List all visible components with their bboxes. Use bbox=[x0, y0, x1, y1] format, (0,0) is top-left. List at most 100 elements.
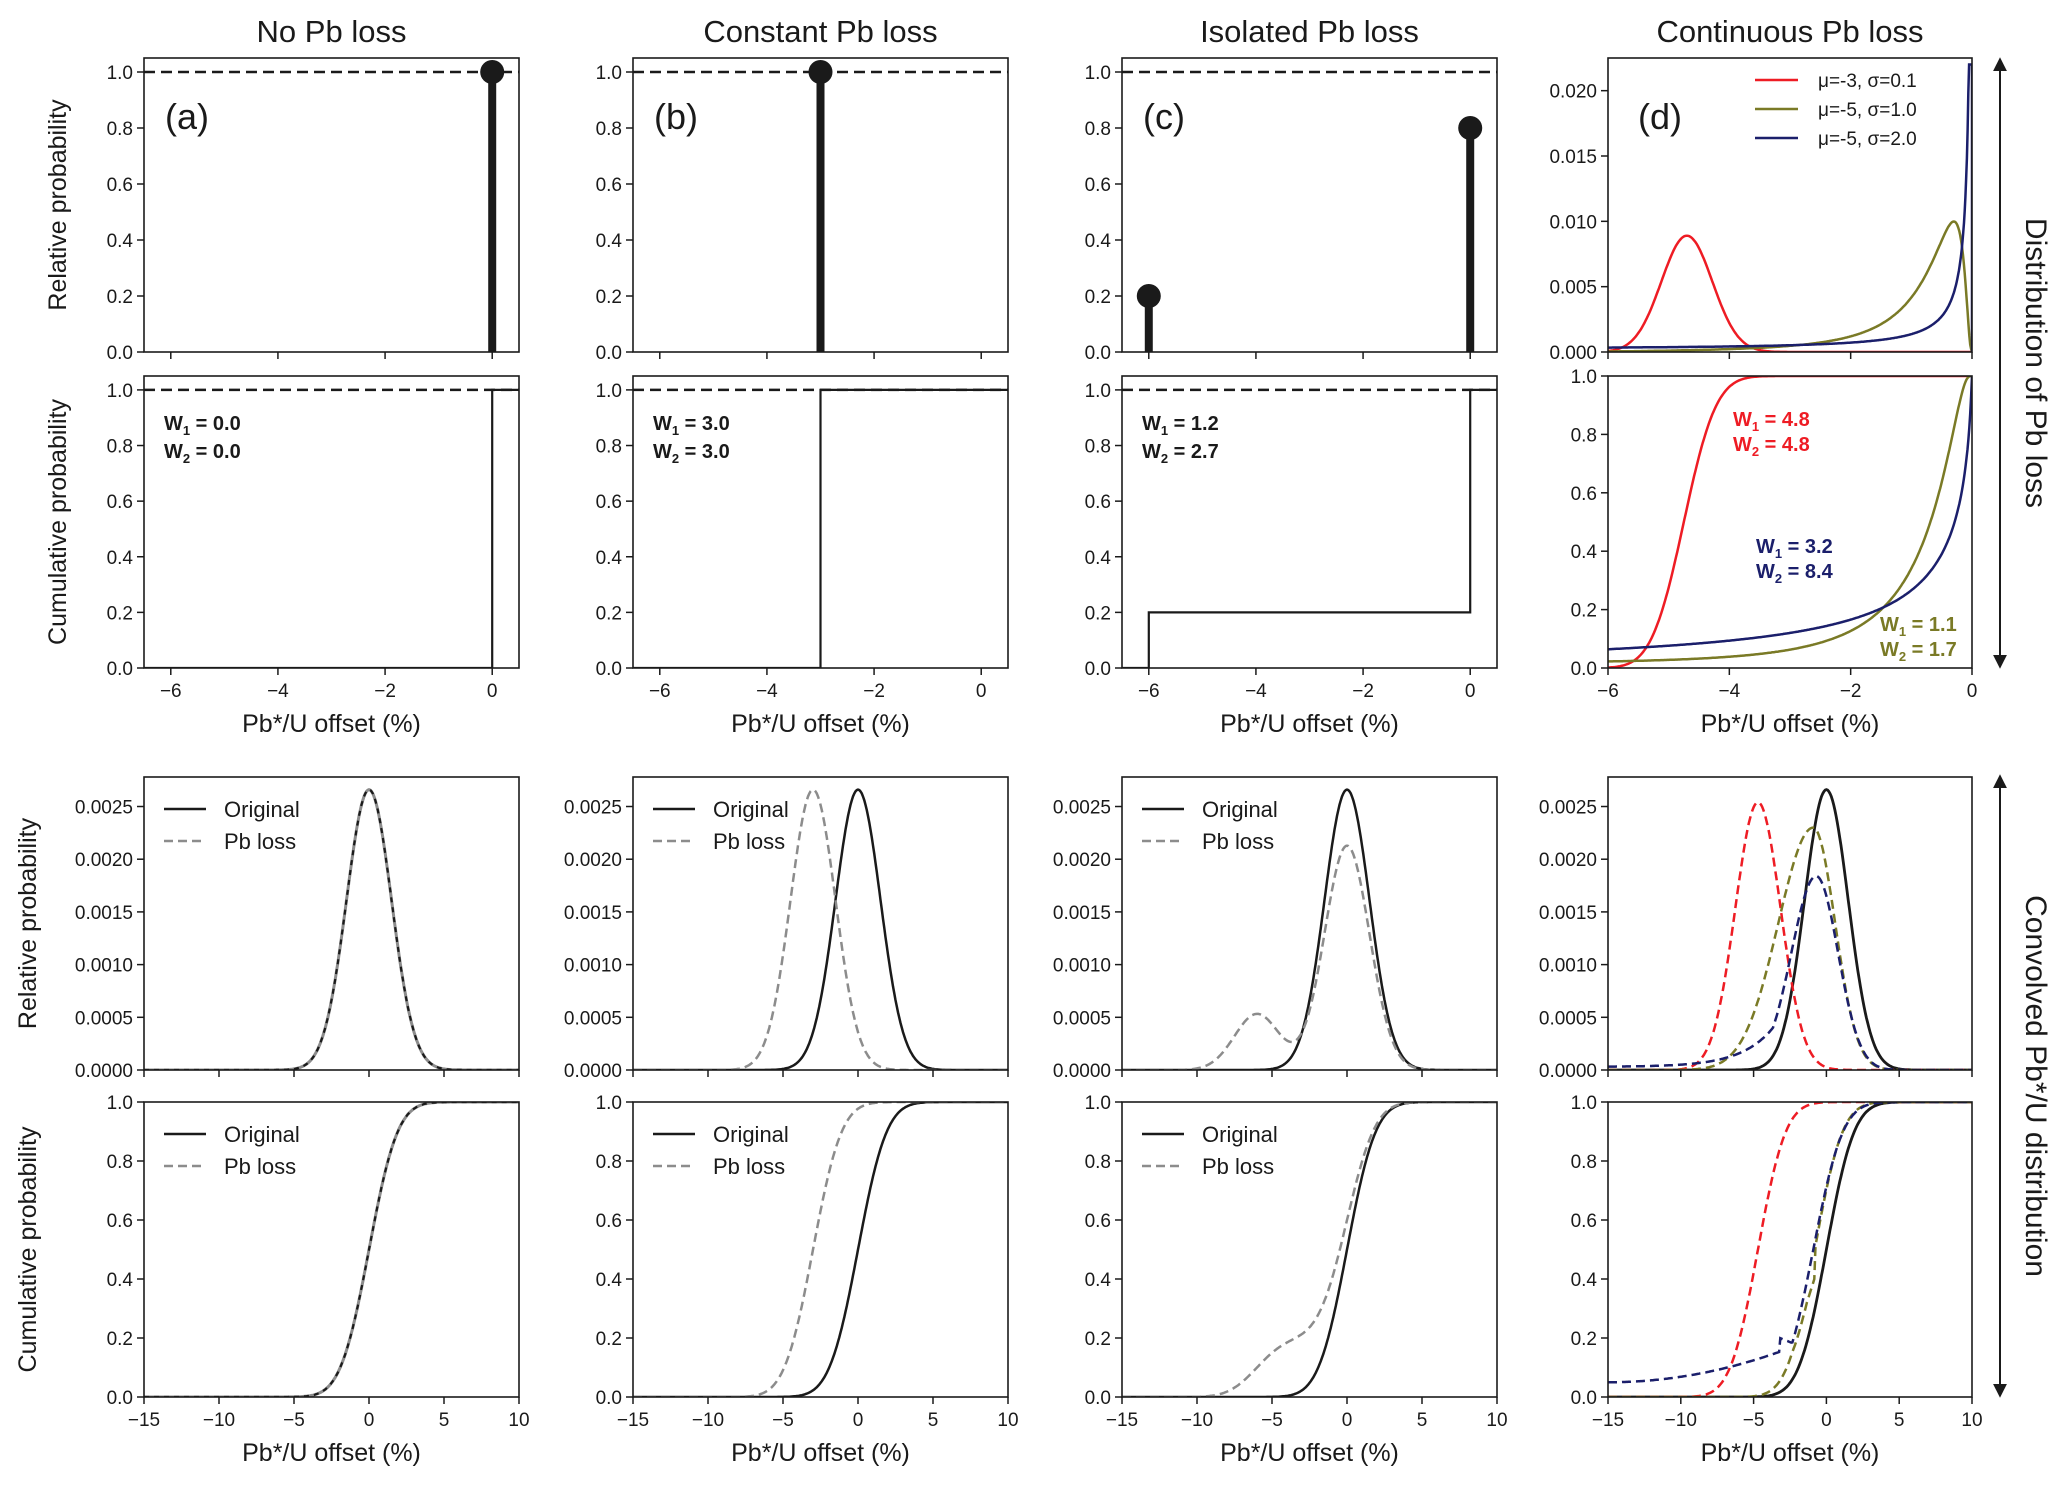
original-line bbox=[144, 788, 519, 1070]
legend-label: Pb loss bbox=[224, 1154, 296, 1179]
w-subscript: 2 bbox=[1775, 571, 1782, 586]
w-subscript: 2 bbox=[183, 451, 190, 466]
pb-loss-line bbox=[633, 788, 1008, 1070]
panel-a-dist: 0.0 0.2 0.4 0.6 0.8 1.0 Relative probability (a… bbox=[44, 57, 520, 364]
legend-label: Pb loss bbox=[713, 1154, 785, 1179]
legend-label: Pb loss bbox=[1202, 1154, 1274, 1179]
y-tick-label: 0.0 bbox=[1571, 659, 1597, 680]
x-tick-label: −15 bbox=[1592, 1410, 1624, 1431]
axes-frame bbox=[1607, 1101, 1973, 1398]
y-tick-label: 0.0 bbox=[1085, 1388, 1111, 1409]
conv-line-navy bbox=[1608, 874, 1972, 1070]
y-tick-label: 0.0010 bbox=[1053, 956, 1111, 977]
y-tick-label: 0.8 bbox=[1085, 1152, 1111, 1173]
original-line bbox=[1608, 1102, 1972, 1397]
x-axis-label: Pb*/U offset (%) bbox=[1220, 1439, 1399, 1467]
column-title: Constant Pb loss bbox=[703, 14, 937, 49]
x-tick-label: −6 bbox=[160, 681, 182, 702]
y-tick-label: 0.8 bbox=[1571, 1152, 1597, 1173]
axes-frame bbox=[143, 375, 520, 669]
original-line bbox=[633, 788, 1008, 1070]
x-tick-label: −10 bbox=[692, 1410, 724, 1431]
y-tick-label: 0.4 bbox=[1085, 231, 1112, 252]
panel-b-dist: 0.0 0.2 0.4 0.6 0.8 1.0 (b) bbox=[596, 57, 1009, 364]
y-tick-label: 0.0 bbox=[1085, 343, 1111, 364]
x-tick-label: −15 bbox=[1106, 1410, 1138, 1431]
axes-frame bbox=[143, 57, 520, 353]
legend-label: Pb loss bbox=[713, 829, 785, 854]
w-subscript: 1 bbox=[183, 423, 190, 438]
w2-annotation: W2 = 3.0 bbox=[653, 441, 730, 466]
side-label: Distribution of Pb loss bbox=[2019, 218, 2052, 508]
y-tick-label: 0.2 bbox=[596, 603, 622, 624]
y-tick-label: 0.4 bbox=[1571, 1270, 1598, 1291]
y-tick-label: 0.4 bbox=[1085, 548, 1112, 569]
cdf-line-navy bbox=[1608, 376, 1972, 651]
w-symbol: W bbox=[1756, 536, 1775, 558]
x-tick-label: −2 bbox=[374, 681, 396, 702]
w2-value: = 3.0 bbox=[679, 441, 730, 463]
y-tick-label: 0.0015 bbox=[1053, 903, 1111, 924]
x-tick-label: −6 bbox=[1138, 681, 1160, 702]
y-tick-label: 0.0 bbox=[107, 343, 133, 364]
series-line-navy bbox=[1608, 63, 1972, 352]
y-tick-label: 0.8 bbox=[107, 119, 133, 140]
x-tick-label: −5 bbox=[772, 1410, 794, 1431]
panel-letter: (c) bbox=[1143, 96, 1185, 137]
column-title: No Pb loss bbox=[257, 14, 407, 49]
legend-label: Pb loss bbox=[1202, 829, 1274, 854]
x-tick-label: −2 bbox=[1352, 681, 1374, 702]
legend-label: Original bbox=[1202, 1122, 1278, 1147]
cdf-step-line bbox=[1122, 388, 1497, 668]
x-axis-label: Pb*/U offset (%) bbox=[1701, 1439, 1880, 1467]
y-tick-label: 0.020 bbox=[1549, 82, 1597, 103]
y-tick-label: 0.0 bbox=[1085, 659, 1111, 680]
w2-annotation-olive: W2 = 1.7 bbox=[1880, 639, 1957, 664]
y-tick-label: 0.6 bbox=[1571, 484, 1597, 505]
y-tick-label: 0.0020 bbox=[564, 850, 622, 871]
x-axis-label: Pb*/U offset (%) bbox=[1701, 710, 1880, 738]
y-tick-label: 0.4 bbox=[596, 548, 623, 569]
y-tick-label: 0.4 bbox=[107, 548, 134, 569]
y-tick-label: 0.0010 bbox=[1539, 956, 1597, 977]
y-tick-label: 1.0 bbox=[1571, 367, 1597, 388]
legend-label: Original bbox=[713, 1122, 789, 1147]
w-subscript: 1 bbox=[1775, 546, 1782, 561]
cdf-line-red bbox=[1608, 376, 1972, 668]
y-tick-label: 0.8 bbox=[596, 437, 622, 458]
axes-frame bbox=[1121, 57, 1498, 353]
y-tick-label: 0.8 bbox=[596, 1152, 622, 1173]
w-symbol: W bbox=[1733, 409, 1752, 431]
plot-area bbox=[633, 1102, 1008, 1397]
y-tick-label: 0.0 bbox=[107, 1388, 133, 1409]
y-tick-label: 0.0015 bbox=[1539, 903, 1597, 924]
axes-frame bbox=[1607, 57, 1973, 353]
w1-value: = 3.0 bbox=[679, 413, 730, 435]
panel-b-conv-pdf: 0.0000 0.0005 0.0010 0.0015 0.0020 0.0025 Orig… bbox=[564, 776, 1009, 1082]
y-tick-label: 0.0005 bbox=[564, 1008, 622, 1029]
y-tick-label: 1.0 bbox=[596, 63, 622, 84]
y-tick-label: 0.0015 bbox=[564, 903, 622, 924]
pb-loss-line bbox=[1122, 1102, 1497, 1397]
y-tick-label: 0.0025 bbox=[1539, 798, 1597, 819]
axes-frame bbox=[1121, 1101, 1498, 1398]
w-symbol: W bbox=[1142, 441, 1161, 463]
w1-annotation-red: W1 = 4.8 bbox=[1733, 409, 1810, 434]
y-tick-label: 0.4 bbox=[596, 1270, 623, 1291]
y-tick-label: 1.0 bbox=[1085, 1093, 1111, 1114]
panel-a-conv-cdf: 0.0 0.2 0.4 0.6 0.8 1.0 −15 −10 −5 0 5 10 Pb*/U offs… bbox=[14, 1093, 530, 1467]
plot-area bbox=[1608, 788, 1972, 1070]
x-tick-label: 5 bbox=[1417, 1410, 1428, 1431]
column-title: Isolated Pb loss bbox=[1200, 14, 1419, 49]
cdf-line-olive bbox=[1608, 376, 1972, 663]
y-tick-label: 0.2 bbox=[1085, 1329, 1111, 1350]
x-tick-label: −2 bbox=[863, 681, 885, 702]
x-tick-label: −6 bbox=[1597, 681, 1619, 702]
panel-b-conv-cdf: 0.0 0.2 0.4 0.6 0.8 1.0 −15 −10 −5 0 5 10 Pb*/U offs… bbox=[596, 1093, 1019, 1467]
y-tick-label: 0.8 bbox=[1085, 437, 1111, 458]
w-symbol: W bbox=[164, 441, 183, 463]
x-tick-label: 0 bbox=[364, 1410, 375, 1431]
x-tick-label: −10 bbox=[203, 1410, 235, 1431]
w1-annotation-navy: W1 = 3.2 bbox=[1756, 536, 1833, 561]
